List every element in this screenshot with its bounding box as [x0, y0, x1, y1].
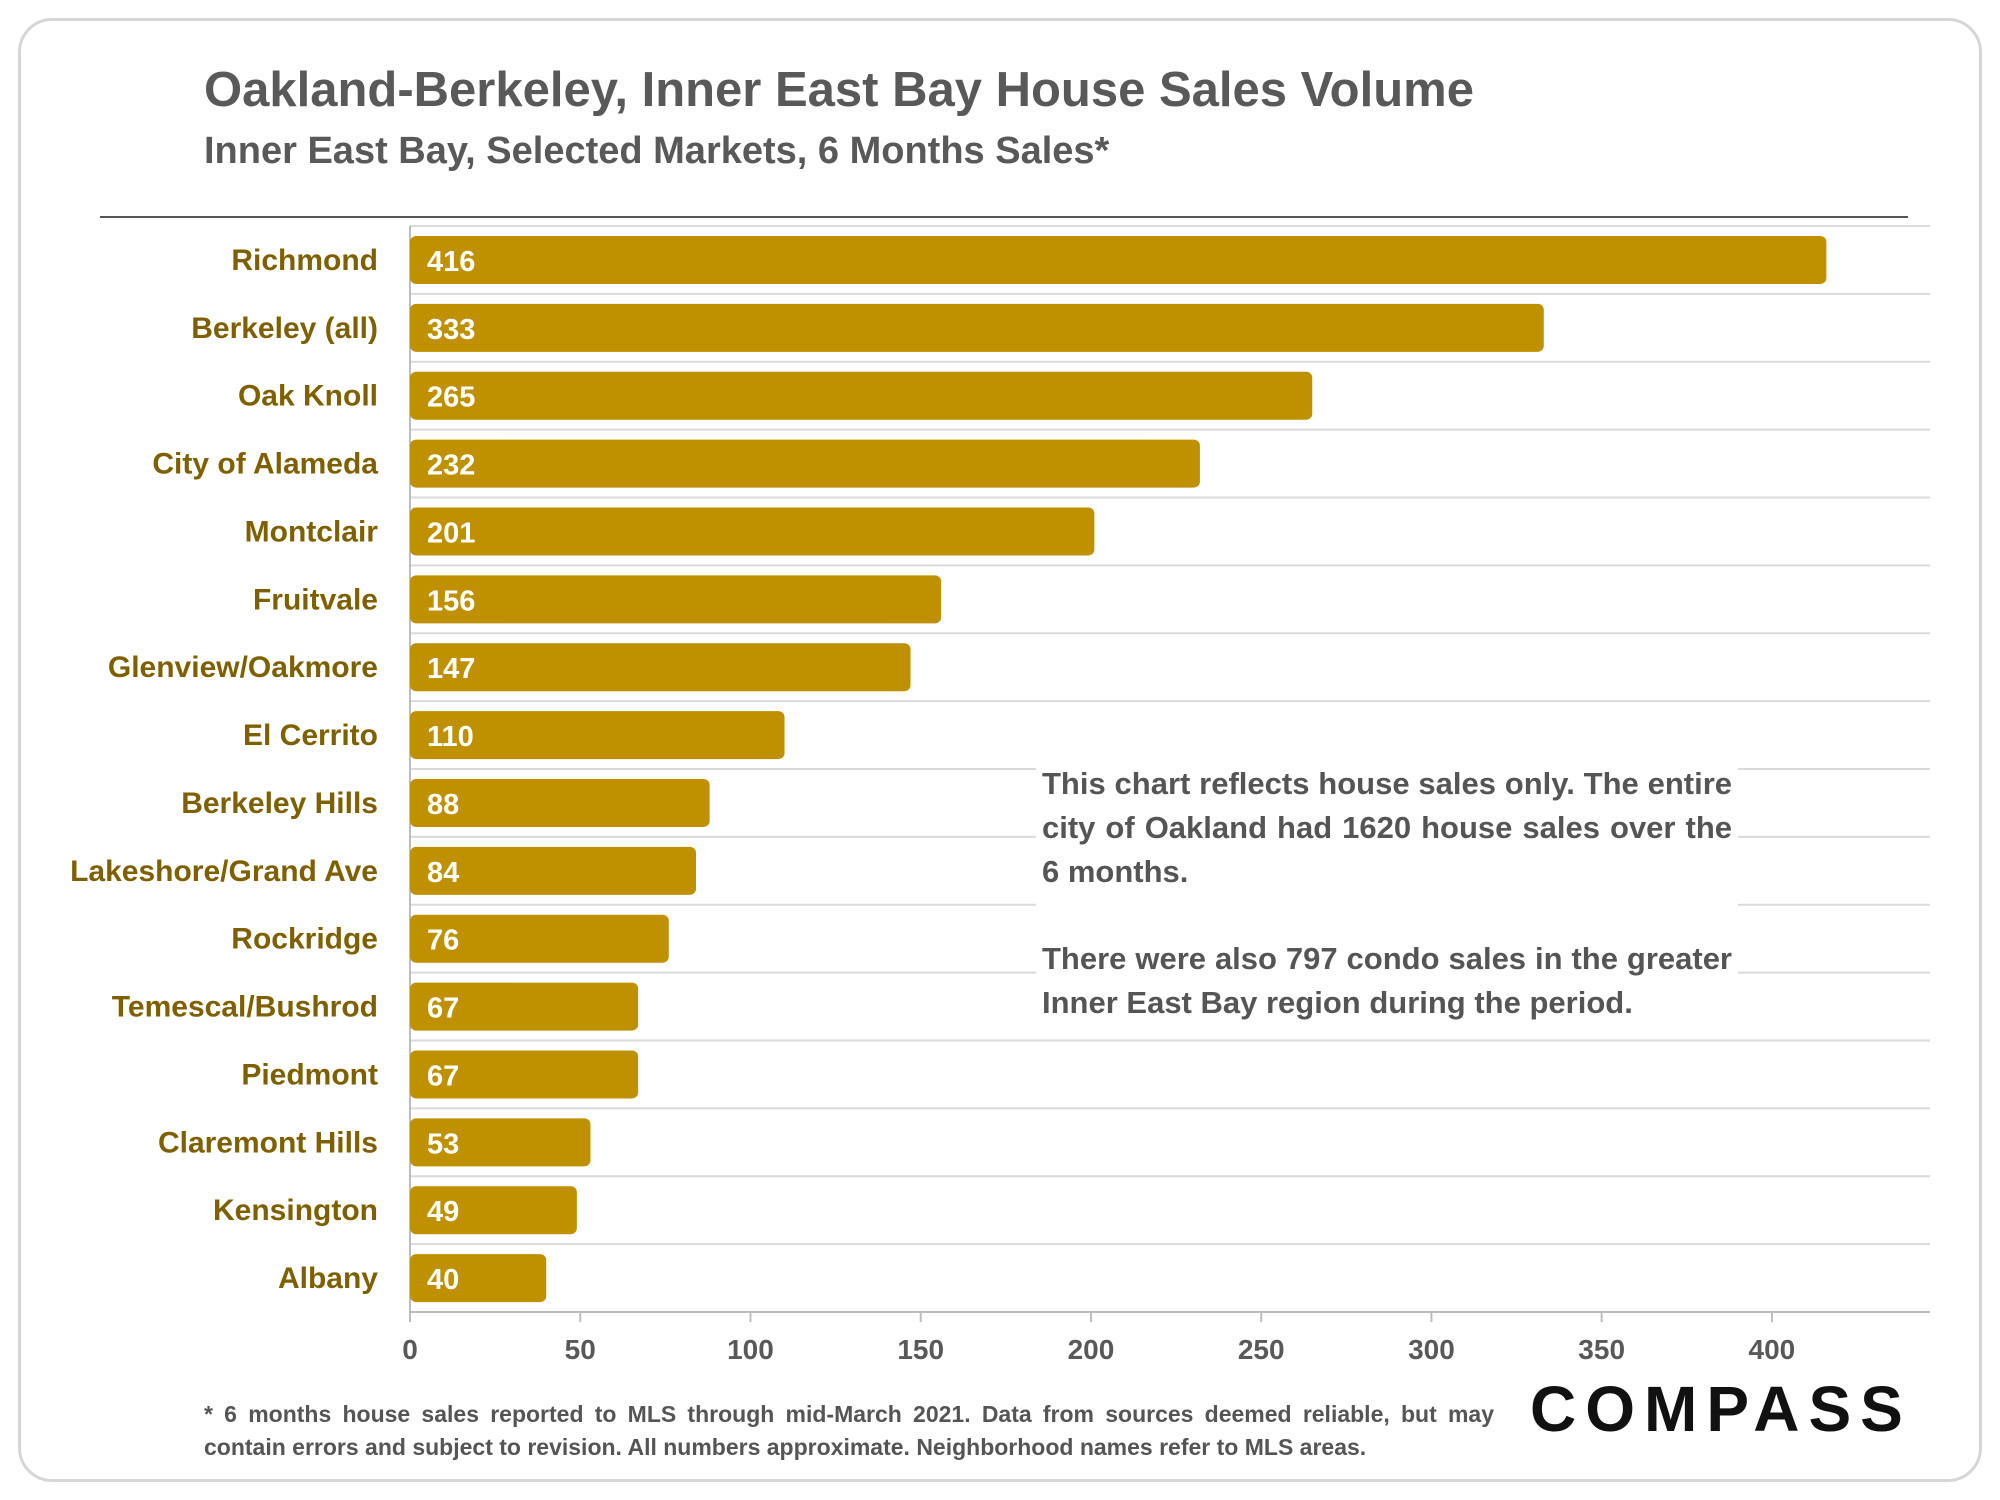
data-label: 67 — [427, 993, 459, 1025]
category-label: Rockridge — [231, 923, 378, 956]
category-label: Kensington — [213, 1194, 378, 1227]
category-label: Glenview/Oakmore — [108, 651, 378, 684]
data-label: 416 — [427, 246, 475, 278]
category-label: Temescal/Bushrod — [112, 991, 378, 1024]
bar — [410, 235, 1827, 284]
x-tick-label: 350 — [1578, 1334, 1625, 1365]
data-label: 147 — [427, 653, 475, 685]
x-tick-label: 200 — [1068, 1334, 1115, 1365]
bar — [410, 846, 696, 895]
bar — [410, 303, 1544, 352]
bar — [410, 982, 639, 1031]
data-label: 84 — [427, 857, 459, 889]
category-label: Fruitvale — [253, 583, 378, 616]
data-label: 201 — [427, 517, 475, 549]
x-tick-label: 50 — [565, 1334, 596, 1365]
bar — [410, 1118, 591, 1167]
x-tick-label: 250 — [1238, 1334, 1285, 1365]
note-paragraph-2: There were also 797 condo sales in the g… — [1042, 941, 1732, 1020]
chart-note: This chart reflects house sales only. Th… — [1036, 762, 1738, 1025]
bar — [410, 711, 785, 760]
chart-title: Oakland-Berkeley, Inner East Bay House S… — [204, 63, 1474, 117]
bar — [410, 575, 942, 624]
data-label: 49 — [427, 1196, 459, 1228]
data-label: 53 — [427, 1128, 459, 1160]
chart-subtitle: Inner East Bay, Selected Markets, 6 Mont… — [204, 130, 1110, 172]
data-label: 76 — [427, 925, 459, 957]
category-label: Piedmont — [241, 1058, 378, 1091]
data-label: 156 — [427, 585, 475, 617]
category-label: City of Alameda — [152, 448, 378, 481]
bar — [410, 643, 911, 692]
x-tick-label: 0 — [402, 1334, 418, 1365]
bar — [410, 439, 1200, 488]
data-label: 88 — [427, 789, 459, 821]
data-label: 333 — [427, 314, 475, 346]
category-label: Oak Knoll — [238, 380, 378, 413]
category-label: Berkeley (all) — [191, 312, 378, 345]
footnote: * 6 months house sales reported to MLS t… — [204, 1401, 1494, 1460]
category-label: Claremont Hills — [158, 1126, 378, 1159]
category-label: Albany — [278, 1262, 378, 1295]
bar — [410, 507, 1095, 556]
bar — [410, 778, 710, 827]
data-label: 232 — [427, 450, 475, 482]
data-label: 110 — [427, 721, 474, 753]
bar — [410, 914, 669, 963]
compass-logo: COMPASS — [1530, 1373, 1912, 1445]
data-label: 40 — [427, 1264, 459, 1296]
category-label: Richmond — [231, 244, 378, 277]
category-label: Lakeshore/Grand Ave — [70, 855, 378, 888]
bar — [410, 1254, 547, 1303]
data-label: 265 — [427, 382, 475, 414]
category-label: El Cerrito — [243, 719, 378, 752]
x-tick-label: 400 — [1749, 1334, 1796, 1365]
x-tick-label: 100 — [727, 1334, 774, 1365]
bar — [410, 1050, 639, 1099]
category-label: Montclair — [245, 515, 379, 548]
data-label: 67 — [427, 1060, 459, 1092]
title-divider — [100, 216, 1908, 218]
x-tick-label: 150 — [897, 1334, 944, 1365]
bar — [410, 371, 1313, 420]
category-label: Berkeley Hills — [181, 787, 378, 820]
note-paragraph-1: This chart reflects house sales only. Th… — [1042, 766, 1732, 889]
x-tick-label: 300 — [1408, 1334, 1455, 1365]
bar — [410, 1186, 577, 1235]
